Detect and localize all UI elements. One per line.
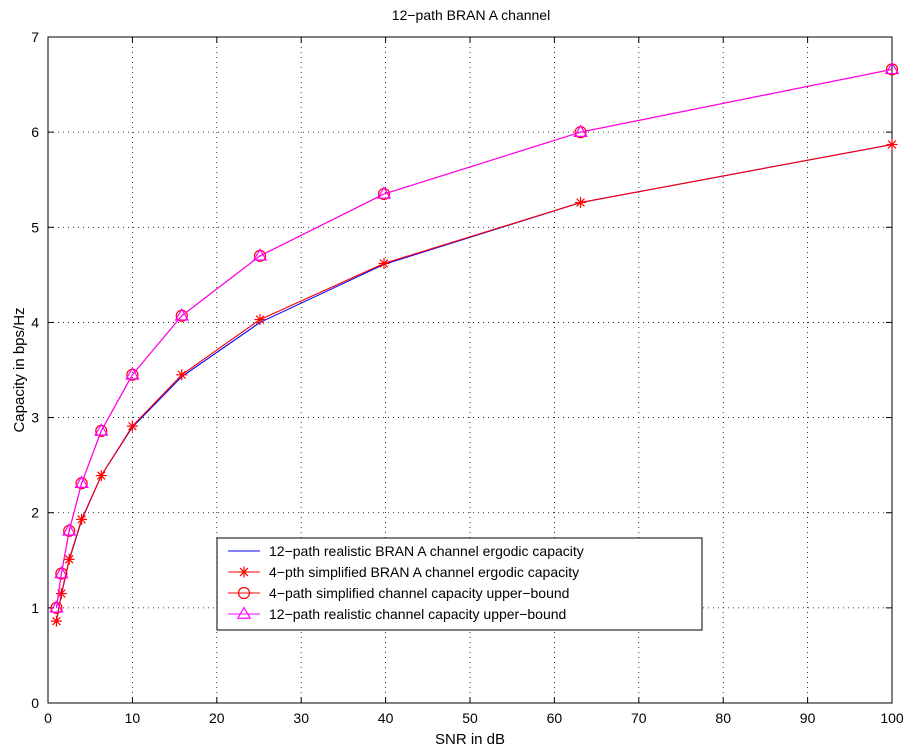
legend-label: 4−pth simplified BRAN A channel ergodic …	[269, 564, 579, 580]
triangle-marker	[54, 565, 69, 579]
star-marker	[50, 615, 62, 627]
y-tick-label: 1	[31, 600, 39, 616]
star-marker	[176, 369, 188, 381]
x-tick-label: 100	[880, 710, 904, 726]
star-marker	[886, 139, 898, 151]
triangle-marker	[252, 248, 268, 261]
y-tick-label: 4	[31, 314, 39, 330]
y-tick-label: 7	[31, 29, 39, 45]
x-tick-label: 30	[293, 710, 309, 726]
y-axis-title: Capacity in bps/Hz	[11, 307, 28, 432]
circle-marker	[237, 586, 251, 600]
legend-label: 4−path simplified channel capacity upper…	[269, 585, 569, 601]
triangle-marker	[236, 606, 252, 619]
star-marker	[63, 553, 75, 565]
x-axis-title: SNR in dB	[435, 731, 505, 748]
star-marker	[575, 197, 587, 209]
star-marker	[378, 257, 390, 269]
star-stroke	[255, 315, 265, 324]
y-tick-label: 3	[31, 410, 39, 426]
star-stroke	[128, 421, 137, 431]
star-stroke	[239, 567, 249, 577]
y-tick-label: 2	[31, 505, 39, 521]
triangle-marker	[125, 367, 140, 380]
triangle-marker	[94, 423, 109, 436]
triangle-marker	[573, 124, 588, 137]
series-line	[55, 68, 893, 608]
triangle-marker	[884, 61, 900, 75]
y-tick-label: 5	[31, 219, 39, 235]
star-stroke	[379, 259, 389, 268]
star-marker	[95, 470, 107, 482]
legend-item: 12−path realistic BRAN A channel ergodic…	[228, 543, 584, 559]
triangle-marker	[49, 600, 64, 613]
legend-label: 12−path realistic channel capacity upper…	[269, 606, 566, 622]
star-stroke	[52, 616, 61, 626]
star-marker	[254, 314, 266, 326]
y-tick-label: 0	[31, 695, 39, 711]
star-stroke	[77, 515, 86, 524]
star-marker	[238, 566, 250, 578]
legend-label: 12−path realistic BRAN A channel ergodic…	[269, 543, 584, 559]
series-4	[49, 61, 900, 613]
y-tick-label: 6	[31, 124, 39, 140]
legend-item: 4−pth simplified BRAN A channel ergodic …	[228, 564, 579, 580]
axis-ticks: 0 10 20 30 40 50 60 70 80 90 100 0 1 2 3 4 5 6 7	[31, 29, 904, 726]
chart-title: 12−path BRAN A channel	[392, 7, 550, 23]
star-marker	[76, 513, 88, 525]
star-stroke	[57, 589, 66, 598]
legend: 12−path realistic BRAN A channel ergodic…	[216, 537, 703, 631]
x-tick-label: 10	[125, 710, 141, 726]
x-tick-label: 80	[715, 710, 731, 726]
x-tick-label: 50	[462, 710, 478, 726]
star-marker	[126, 420, 138, 432]
star-stroke	[177, 370, 187, 380]
legend-item: 4−path simplified channel capacity upper…	[228, 585, 569, 601]
star-stroke	[64, 555, 74, 564]
star-stroke	[887, 140, 897, 149]
x-tick-label: 90	[800, 710, 816, 726]
legend-box	[216, 537, 703, 631]
x-tick-label: 70	[631, 710, 647, 726]
triangle-marker	[61, 523, 77, 536]
x-tick-label: 0	[44, 710, 52, 726]
triangle-marker	[174, 308, 189, 321]
x-tick-label: 60	[547, 710, 563, 726]
x-tick-label: 20	[209, 710, 225, 726]
legend-item: 12−path realistic channel capacity upper…	[228, 606, 566, 622]
x-tick-label: 40	[378, 710, 394, 726]
triangle-marker	[74, 475, 89, 489]
star-stroke	[576, 198, 585, 207]
triangle-marker	[376, 186, 392, 199]
star-stroke	[96, 471, 106, 480]
series-layer	[49, 61, 900, 627]
